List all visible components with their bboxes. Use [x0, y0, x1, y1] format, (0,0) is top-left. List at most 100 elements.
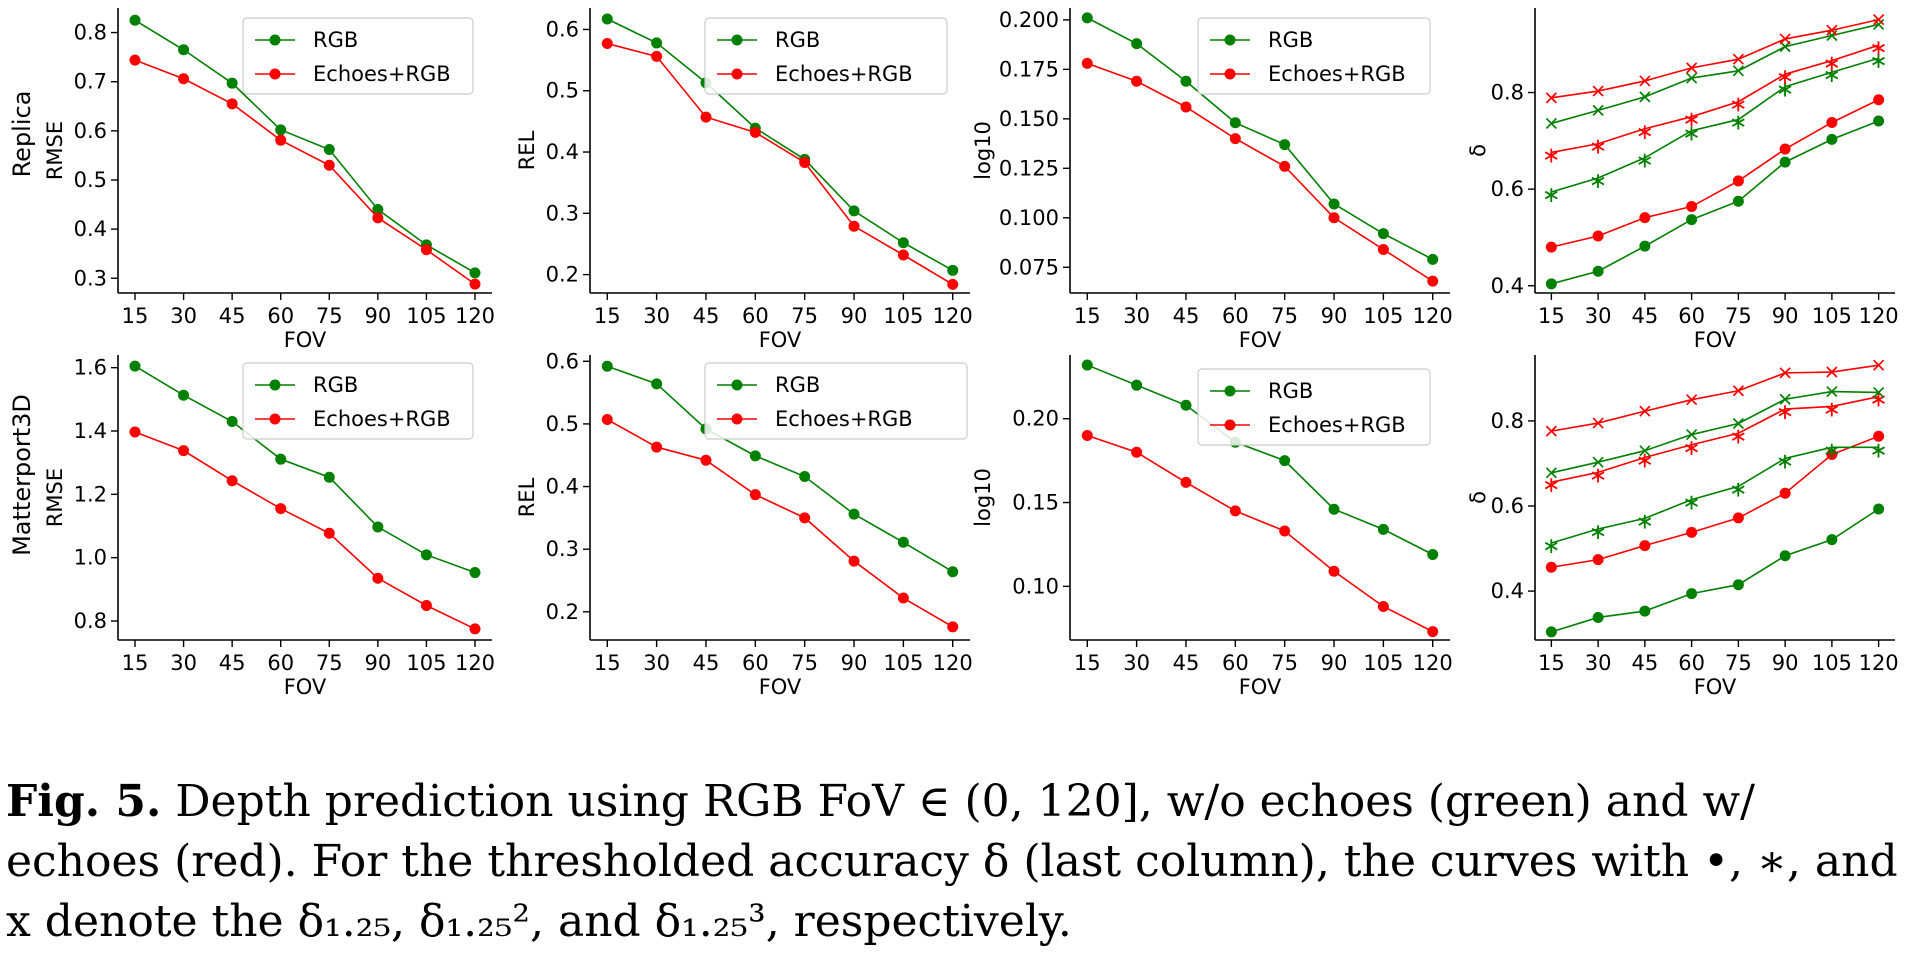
- data-point: [372, 572, 384, 584]
- y-tick-label: 0.6: [546, 349, 579, 373]
- data-point: [1081, 359, 1093, 371]
- x-axis-label: FOV: [1694, 328, 1737, 352]
- series-line: [1551, 435, 1879, 569]
- data-point: [420, 549, 432, 561]
- data-point: [275, 503, 287, 515]
- data-point: [700, 111, 712, 123]
- x-tick-label: 45: [1173, 304, 1200, 328]
- x-tick-label: 45: [1632, 651, 1659, 675]
- data-point: [1180, 101, 1192, 113]
- data-point: [1592, 611, 1604, 623]
- legend-frame: [704, 17, 948, 95]
- data-point: [1873, 359, 1885, 371]
- data-point: [129, 54, 141, 66]
- x-axis-label: FOV: [1694, 675, 1737, 699]
- data-point: [1229, 505, 1241, 517]
- data-point: ∗: [1682, 108, 1700, 133]
- y-tick-label: 0.8: [74, 21, 107, 45]
- data-point: [1279, 455, 1291, 467]
- legend-marker: [269, 379, 281, 391]
- y-axis-label: RMSE: [43, 468, 67, 527]
- data-point: ∗: [1776, 78, 1794, 103]
- x-tick-label: 60: [1678, 304, 1705, 328]
- series-line: [1551, 364, 1879, 432]
- data-point: [1545, 92, 1557, 104]
- data-point: [848, 508, 860, 520]
- data-point: [1873, 115, 1885, 127]
- legend-marker: [269, 68, 281, 80]
- data-point: [799, 512, 811, 524]
- series-line: [606, 418, 954, 628]
- chart-panel: 15 30 45 60 75 90 105 120 0.2 0.3 0.4 0.5 0.6 FOV REL R…: [515, 349, 973, 699]
- x-tick-label: 75: [1725, 304, 1752, 328]
- data-point: [420, 244, 432, 256]
- y-tick-label: 1.0: [74, 546, 107, 570]
- y-tick-label: 0.8: [74, 609, 107, 633]
- legend-entry: RGB: [775, 28, 820, 52]
- y-tick-label: 0.5: [74, 168, 107, 192]
- legend-marker: [731, 379, 743, 391]
- x-tick-label: 120: [933, 304, 973, 328]
- data-point: [372, 212, 384, 224]
- series-line: [1551, 508, 1880, 633]
- y-tick-label: 0.15: [1012, 491, 1059, 515]
- x-tick-label: 60: [742, 304, 769, 328]
- data-point: [1779, 393, 1791, 405]
- x-tick-label: 75: [316, 651, 343, 675]
- y-axis-label: log10: [971, 121, 995, 180]
- x-tick-label: 120: [1859, 304, 1899, 328]
- x-tick-label: 15: [122, 651, 149, 675]
- data-point: ∗: [1823, 397, 1841, 422]
- data-point: [947, 278, 959, 290]
- legend-entry: Echoes+RGB: [1268, 413, 1406, 437]
- data-point: [1779, 33, 1791, 45]
- figure-grid: Replica Matterport3D 15 30 45 60 75 90 105 120 0…: [8, 8, 1899, 699]
- data-point: [1639, 540, 1651, 552]
- data-point: [1686, 394, 1698, 406]
- data-point: [226, 475, 238, 487]
- data-point: ∗: [1776, 449, 1794, 474]
- y-tick-label: 0.6: [1491, 177, 1524, 201]
- data-point: [601, 360, 613, 372]
- data-point: ∗: [1729, 111, 1747, 136]
- x-axis-label: FOV: [1239, 328, 1282, 352]
- x-axis-label: FOV: [1239, 675, 1282, 699]
- data-point: [1328, 198, 1340, 210]
- data-point: [1545, 278, 1557, 290]
- legend-entry: RGB: [313, 373, 358, 397]
- legend-entry: Echoes+RGB: [775, 407, 913, 431]
- legend-marker: [269, 413, 281, 425]
- data-point: [1377, 243, 1389, 255]
- x-tick-label: 15: [594, 651, 621, 675]
- data-point: [1131, 446, 1143, 458]
- y-tick-label: 0.4: [546, 475, 579, 499]
- data-point: [601, 38, 613, 50]
- data-point: [323, 159, 335, 171]
- x-tick-label: 30: [1123, 304, 1150, 328]
- data-point: [1081, 12, 1093, 24]
- data-point: [1826, 385, 1838, 398]
- data-point: [1779, 367, 1791, 379]
- data-point: [1639, 240, 1651, 252]
- x-tick-label: 60: [267, 651, 294, 675]
- x-tick-label: 120: [1859, 651, 1899, 675]
- legend-marker: [731, 68, 743, 80]
- row-label-replica: Replica: [8, 91, 36, 178]
- x-tick-label: 120: [1413, 304, 1453, 328]
- x-tick-label: 45: [1632, 304, 1659, 328]
- data-point: ∗: [1869, 438, 1887, 463]
- y-tick-label: 0.125: [999, 156, 1059, 180]
- y-tick-label: 1.4: [74, 419, 107, 443]
- data-point: ∗: [1682, 436, 1700, 461]
- data-point: [1131, 379, 1143, 391]
- legend-marker: [269, 34, 281, 46]
- data-point: [947, 264, 959, 276]
- x-tick-label: 30: [1123, 651, 1150, 675]
- y-tick-label: 0.4: [1491, 579, 1524, 603]
- data-point: [1826, 366, 1838, 378]
- data-point: [1732, 385, 1744, 397]
- x-tick-label: 45: [693, 304, 720, 328]
- x-tick-label: 30: [170, 304, 197, 328]
- data-point: ∗: [1542, 534, 1560, 559]
